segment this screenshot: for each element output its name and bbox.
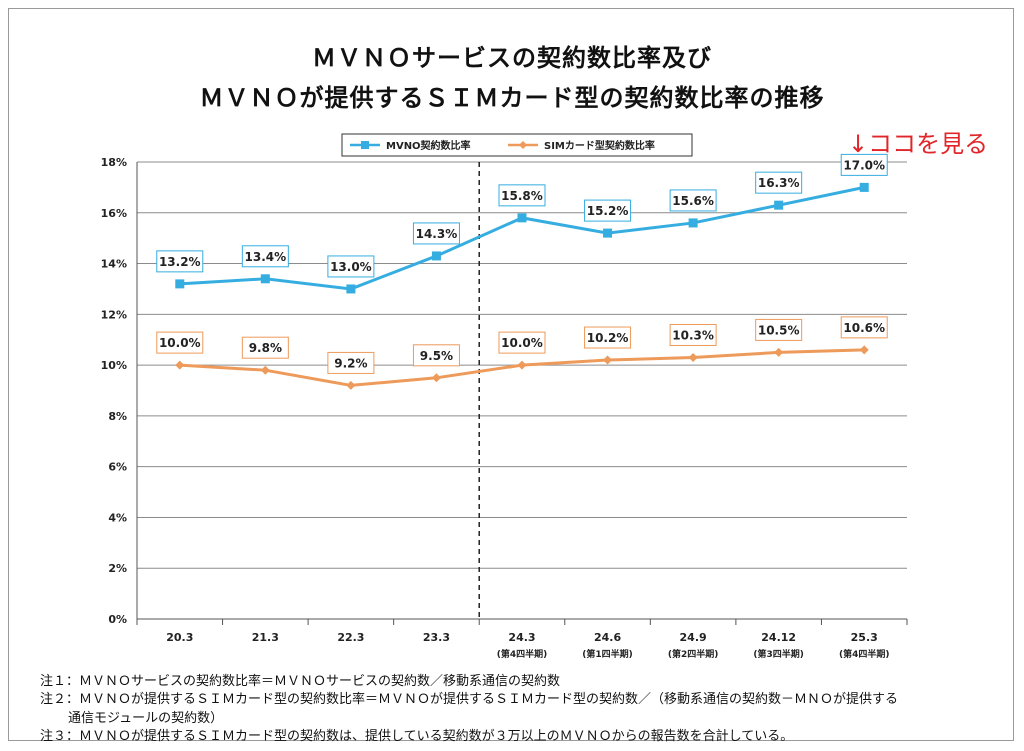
mvno-data-label-box	[840, 153, 888, 176]
mvno-data-label-box	[412, 222, 460, 245]
y-tick-label: 8%	[108, 410, 127, 423]
mvno-data-label: 13.0%	[330, 260, 372, 274]
mvno-data-label: 15.8%	[501, 189, 543, 203]
mvno-data-label: 13.2%	[159, 255, 201, 269]
x-tick-sublabel: (第3四半期)	[753, 648, 804, 660]
sim-data-label: 10.0%	[501, 336, 543, 350]
sim-data-label-box	[327, 351, 375, 374]
mvno-point	[688, 218, 698, 228]
y-tick-label: 16%	[101, 207, 127, 220]
x-tick-label: 24.12	[761, 631, 796, 644]
sim-data-label: 10.2%	[587, 331, 629, 345]
sim-data-label: 10.6%	[843, 321, 885, 335]
mvno-data-label: 15.6%	[672, 194, 714, 208]
chart-frame	[8, 8, 1014, 741]
chart-title-line-2: ＭＶＮＯが提供するＳＩＭカード型の契約数比率の推移	[199, 84, 825, 112]
sim-data-label-box	[755, 318, 803, 341]
sim-data-label: 10.0%	[159, 336, 201, 350]
sim-data-label-box	[840, 316, 888, 339]
mvno-data-label: 17.0%	[843, 158, 885, 172]
chart-title-line-1: ＭＶＮＯサービスの契約数比率及び	[312, 44, 712, 72]
y-tick-label: 14%	[101, 258, 127, 271]
x-tick-sublabel: (第4四半期)	[497, 648, 548, 660]
sim-point	[346, 380, 356, 390]
sim-data-label: 10.3%	[672, 328, 714, 342]
mvno-data-label-box	[755, 171, 803, 194]
mvno-data-label: 16.3%	[758, 176, 800, 190]
x-tick-sublabel: (第1四半期)	[582, 648, 633, 660]
sim-data-label-box	[669, 323, 717, 346]
mvno-data-label-box	[669, 189, 717, 212]
x-tick-label: 20.3	[166, 631, 193, 644]
x-tick-label: 25.3	[851, 631, 878, 644]
legend-sim-label: SIMカード型契約数比率	[544, 139, 655, 152]
mvno-point	[346, 284, 356, 294]
sim-data-label: 10.5%	[758, 323, 800, 337]
sim-data-label-box	[498, 331, 546, 354]
sim-point	[859, 345, 869, 355]
x-tick-label: 24.3	[508, 631, 535, 644]
mvno-data-label: 13.4%	[245, 250, 287, 264]
annotation-look-here: ↓ココを見る	[848, 130, 989, 158]
mvno-data-label-box	[327, 255, 375, 278]
y-tick-label: 12%	[101, 308, 127, 321]
x-tick-label: 23.3	[423, 631, 450, 644]
y-tick-label: 10%	[101, 359, 127, 372]
sim-point	[774, 347, 784, 357]
mvno-data-label-box	[241, 245, 289, 268]
sim-point	[688, 352, 698, 362]
sim-data-label-box	[241, 336, 289, 359]
mvno-data-label-box	[584, 199, 632, 222]
mvno-point	[175, 279, 185, 289]
mvno-point	[603, 228, 613, 238]
sim-data-label-box	[584, 326, 632, 349]
legend-mvno-marker	[361, 141, 369, 149]
y-tick-label: 6%	[108, 461, 127, 474]
sim-data-label: 9.5%	[420, 349, 453, 363]
legend-mvno-label: MVNO契約数比率	[386, 139, 471, 152]
mvno-point	[517, 213, 527, 223]
x-tick-label: 24.6	[594, 631, 621, 644]
sim-point	[517, 360, 527, 370]
footnote-2-continued: 通信モジュールの契約数）	[68, 711, 224, 726]
footnote-1: 注１：ＭＶＮＯサービスの契約数比率＝ＭＶＮＯサービスの契約数／移動系通信の契約数	[40, 674, 561, 689]
mvno-point	[260, 274, 270, 284]
sim-data-label-box	[156, 331, 204, 354]
legend-sim-marker	[519, 141, 527, 149]
mvno-point	[774, 200, 784, 210]
sim-point	[431, 373, 441, 383]
footnote-3: 注３：ＭＶＮＯが提供するＳＩＭカード型の契約数は、提供している契約数が３万以上の…	[40, 729, 794, 744]
sim-point	[260, 365, 270, 375]
sim-point	[603, 355, 613, 365]
x-tick-sublabel: (第2四半期)	[668, 648, 719, 660]
x-tick-label: 21.3	[252, 631, 279, 644]
mvno-data-label: 14.3%	[416, 227, 458, 241]
y-tick-label: 4%	[108, 511, 127, 524]
sim-data-label-box	[412, 344, 460, 367]
sim-data-label: 9.2%	[334, 356, 367, 370]
mvno-point	[431, 251, 441, 261]
sim-point	[175, 360, 185, 370]
mvno-data-label: 15.2%	[587, 204, 629, 218]
footnote-2: 注２：ＭＶＮＯが提供するＳＩＭカード型の契約数比率＝ＭＶＮＯが提供するＳＩＭカー…	[40, 692, 899, 707]
y-tick-label: 2%	[108, 562, 127, 575]
x-tick-sublabel: (第4四半期)	[839, 648, 890, 660]
mvno-data-label-box	[156, 250, 204, 273]
mvno-data-label-box	[498, 184, 546, 207]
x-tick-label: 22.3	[337, 631, 364, 644]
y-tick-label: 0%	[108, 613, 127, 626]
y-tick-label: 18%	[101, 156, 127, 169]
x-tick-label: 24.9	[680, 631, 707, 644]
sim-data-label: 9.8%	[249, 341, 282, 355]
mvno-point	[859, 182, 869, 192]
